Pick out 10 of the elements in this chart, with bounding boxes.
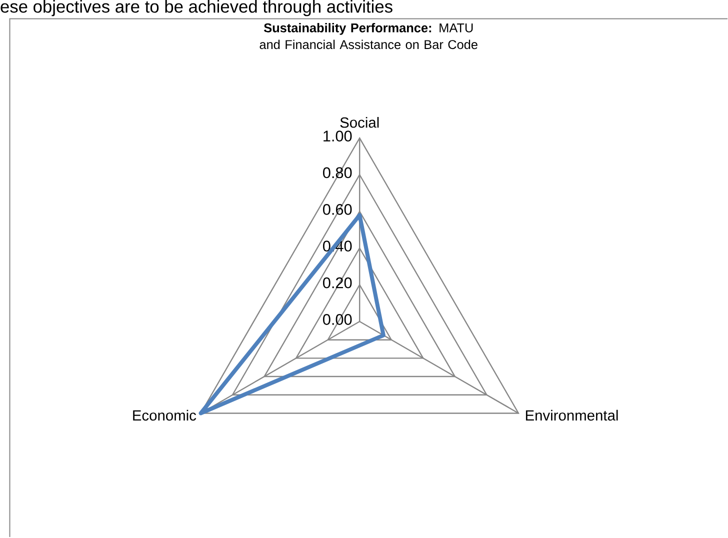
y-tick-label: 0.80 bbox=[323, 168, 352, 178]
y-tick-label: 0.20 bbox=[323, 278, 352, 288]
y-tick-label: 0.00 bbox=[323, 314, 352, 326]
spoke-label: Social bbox=[340, 117, 379, 128]
chart-title: Sustainability Performance: MATU and Financial Assistance on Bar Code bbox=[260, 23, 478, 50]
spoke-label: Economic bbox=[133, 410, 196, 421]
y-tick-label: 1.00 bbox=[324, 130, 352, 142]
y-tick-label: 0.60 bbox=[323, 204, 352, 216]
text: ese objectives are to be achieved through activities bbox=[0, 0, 392, 16]
spoke-label: Environmental bbox=[526, 410, 618, 421]
